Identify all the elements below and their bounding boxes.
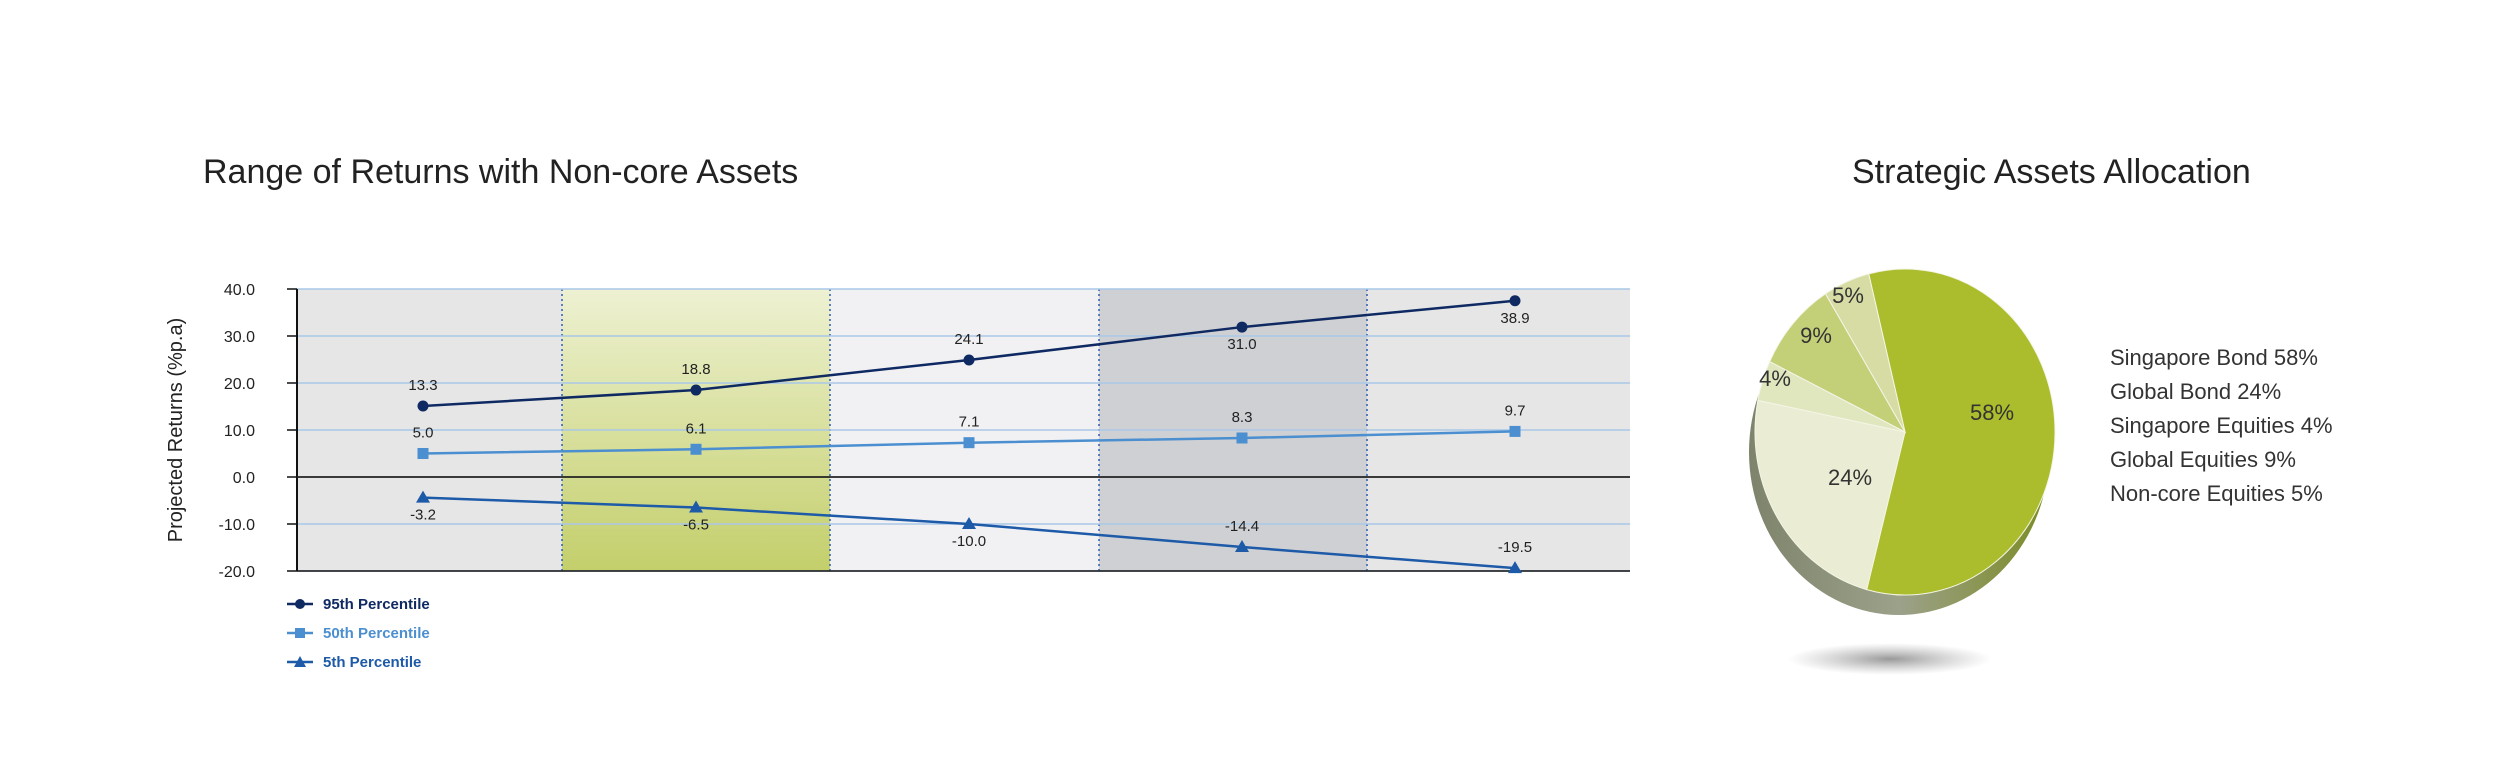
- data-label: 6.1: [686, 420, 707, 437]
- data-point: [416, 490, 430, 503]
- data-point: [1508, 561, 1522, 574]
- data-label: 13.3: [408, 377, 437, 394]
- data-label: -19.5: [1498, 539, 1532, 556]
- pie-shadow: [1788, 643, 1992, 675]
- pie-slice-label: 58%: [1970, 400, 2014, 425]
- legend-marker: [295, 599, 305, 609]
- y-tick-label: 20.0: [224, 376, 255, 393]
- legend-marker: [295, 628, 305, 638]
- y-tick-label: -10.0: [219, 517, 256, 534]
- pie-slice-non-core-equities: [1824, 273, 1906, 433]
- data-point: [690, 384, 702, 396]
- data-point: [962, 517, 976, 529]
- y-tick-labels: 40.0 30.0 20.0 10.0 0.0 -10.0 -20.0: [219, 282, 256, 581]
- data-point: [1236, 321, 1248, 333]
- data-point: [963, 437, 975, 449]
- y-tick-label: -20.0: [219, 564, 256, 581]
- data-label: 31.0: [1227, 336, 1256, 353]
- data-label: 7.1: [959, 414, 980, 431]
- pie-slice-label: 24%: [1828, 465, 1872, 490]
- data-label: -10.0: [952, 533, 986, 550]
- pie-slice-singapore-bond: [1866, 268, 2056, 596]
- pie-chart-title: Strategic Assets Allocation: [1852, 153, 2251, 191]
- y-tick-label: 0.0: [233, 470, 255, 487]
- pie-slice-global-equities: [1769, 293, 1907, 434]
- pie-legend-item: Non-core Equities 5%: [2110, 481, 2323, 506]
- data-point: [417, 400, 429, 412]
- series-50th-percentile: 5.0 6.1 7.1 8.3 9.7: [413, 402, 1526, 459]
- data-point: [1509, 295, 1521, 307]
- legend-marker: [294, 656, 306, 667]
- pie-legend-item: Global Bond 24%: [2110, 379, 2281, 404]
- y-tick-label: 40.0: [224, 282, 255, 299]
- pie-slice-global-bond: [1754, 399, 1906, 591]
- pie-slice-label: 5%: [1832, 283, 1864, 308]
- series-5th-percentile: -3.2 -6.5 -10.0 -14.4 -19.5: [410, 490, 1532, 574]
- pie-legend: Singapore Bond 58% Global Bond 24% Singapo…: [2110, 345, 2333, 506]
- y-axis-label: Projected Returns (%p.a): [165, 318, 187, 543]
- data-label: 8.3: [1232, 409, 1253, 426]
- pie-legend-item: Singapore Bond 58%: [2110, 345, 2318, 370]
- legend-item: 95th Percentile: [287, 596, 430, 613]
- axes: [287, 288, 1630, 572]
- legend-label: 95th Percentile: [323, 596, 430, 613]
- series-lines: 13.318.824.1 31.038.95.0 6.1 7.1 8.3 9.7-3.2-…: [408, 295, 1532, 574]
- data-point: [690, 443, 702, 455]
- y-tick-label: 10.0: [224, 423, 255, 440]
- data-label: 18.8: [681, 361, 710, 378]
- y-tick-label: 30.0: [224, 329, 255, 346]
- line-legend: 95th Percentile 50th Percentile 5th Percen…: [287, 596, 430, 671]
- data-label: 24.1: [954, 331, 983, 348]
- series-95th-percentile: 13.3 18.8 24.1 31.0 38.9: [408, 295, 1530, 412]
- data-label: 5.0: [413, 425, 434, 442]
- data-label: 38.9: [1500, 310, 1529, 327]
- pie-chart: 58%24%4%9%5%: [1749, 268, 2056, 615]
- data-point: [1236, 432, 1248, 444]
- data-point: [963, 354, 975, 366]
- data-point: [417, 448, 429, 459]
- data-label: -14.4: [1225, 518, 1259, 535]
- data-point: [1509, 425, 1521, 437]
- pie-legend-item: Singapore Equities 4%: [2110, 413, 2333, 438]
- data-label: 9.7: [1505, 402, 1526, 419]
- pie-legend-item: Global Equities 9%: [2110, 447, 2296, 472]
- legend-item: 5th Percentile: [287, 654, 421, 671]
- data-label: -6.5: [683, 517, 709, 534]
- legend-label: 50th Percentile: [323, 625, 430, 642]
- data-label: -3.2: [410, 507, 436, 524]
- legend-item: 50th Percentile: [287, 625, 430, 642]
- data-point: [1235, 540, 1249, 553]
- data-point: [689, 500, 703, 513]
- legend-label: 5th Percentile: [323, 654, 421, 671]
- pie-slice-label: 9%: [1800, 323, 1832, 348]
- line-chart-title: Range of Returns with Non-core Assets: [203, 153, 798, 191]
